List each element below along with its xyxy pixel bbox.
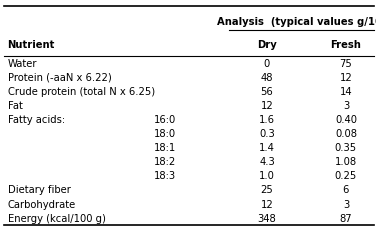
Text: 87: 87	[340, 213, 352, 223]
Text: 75: 75	[340, 58, 352, 68]
Text: 0.08: 0.08	[335, 128, 357, 138]
Text: 1.0: 1.0	[259, 171, 275, 181]
Text: 48: 48	[261, 72, 273, 82]
Text: 14: 14	[340, 86, 352, 96]
Text: 18:1: 18:1	[154, 143, 176, 153]
Text: Water: Water	[8, 58, 37, 68]
Text: Nutrient: Nutrient	[8, 40, 55, 50]
Text: Dry: Dry	[257, 40, 277, 50]
Text: 12: 12	[261, 199, 273, 209]
Text: Crude protein (total N x 6.25): Crude protein (total N x 6.25)	[8, 86, 155, 96]
Text: 0.25: 0.25	[335, 171, 357, 181]
Text: 1.6: 1.6	[259, 114, 275, 124]
Text: 18:0: 18:0	[154, 128, 176, 138]
Text: 0.35: 0.35	[335, 143, 357, 153]
Text: Fatty acids:: Fatty acids:	[8, 114, 65, 124]
Text: 0.3: 0.3	[259, 128, 275, 138]
Text: 16:0: 16:0	[154, 114, 176, 124]
Text: 25: 25	[261, 185, 273, 195]
Text: Analysis  (typical values g/100 g): Analysis (typical values g/100 g)	[217, 17, 376, 27]
Text: 12: 12	[261, 100, 273, 110]
Text: 56: 56	[261, 86, 273, 96]
Text: Energy (kcal/100 g): Energy (kcal/100 g)	[8, 213, 105, 223]
Text: Carbohydrate: Carbohydrate	[8, 199, 76, 209]
Text: 3: 3	[343, 199, 349, 209]
Text: Fat: Fat	[8, 100, 23, 110]
Text: 1.08: 1.08	[335, 157, 357, 167]
Text: 18:3: 18:3	[154, 171, 176, 181]
Text: 12: 12	[340, 72, 352, 82]
Text: 18:2: 18:2	[154, 157, 176, 167]
Text: Dietary fiber: Dietary fiber	[8, 185, 70, 195]
Text: 0: 0	[264, 58, 270, 68]
Text: 1.4: 1.4	[259, 143, 275, 153]
Text: 0.40: 0.40	[335, 114, 357, 124]
Text: 4.3: 4.3	[259, 157, 275, 167]
Text: 6: 6	[343, 185, 349, 195]
Text: Protein (-aaN x 6.22): Protein (-aaN x 6.22)	[8, 72, 111, 82]
Text: 3: 3	[343, 100, 349, 110]
Text: 348: 348	[258, 213, 276, 223]
Text: Fresh: Fresh	[331, 40, 361, 50]
